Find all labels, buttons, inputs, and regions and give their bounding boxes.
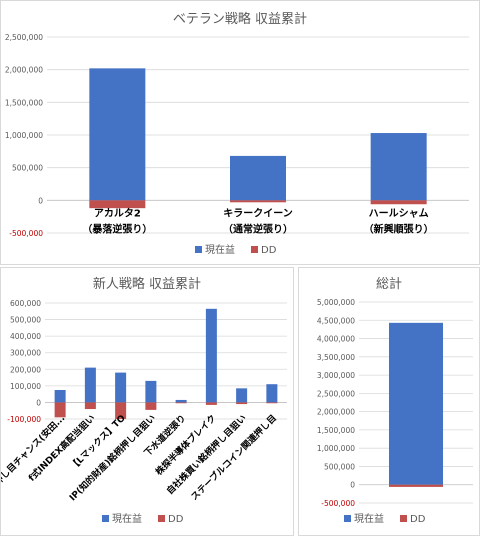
bar-dd	[266, 402, 278, 404]
y-tick-label: 0	[350, 481, 355, 490]
legend-swatch	[158, 515, 165, 522]
bar-dd	[145, 402, 157, 410]
y-tick-label: -100,000	[7, 415, 41, 424]
bar-profit	[115, 372, 127, 403]
y-tick-label: 500,000	[324, 462, 355, 471]
rookie-chart: 新人戦略 収益累計 600,000 500,000 400,000 300,000 200…	[1, 276, 287, 525]
category-label: （暴落逆張り）	[82, 222, 152, 235]
y-tick-label: 2,500,000	[5, 33, 43, 42]
bar-dd	[370, 200, 427, 205]
total-chart-panel: 総計 5,000,000 4,500,000 4,000,000 3,500,000 3,…	[298, 267, 480, 536]
bar-profit	[145, 380, 157, 403]
bar-dd	[175, 402, 187, 404]
legend-swatch	[344, 515, 351, 522]
legend-label: 現在益	[112, 512, 142, 525]
y-tick-label: 1,000,000	[317, 444, 355, 453]
legend-label: 現在益	[205, 243, 235, 256]
legend-swatch	[251, 246, 258, 253]
y-tick-label: 0	[36, 398, 41, 407]
y-tick-label: 3,500,000	[317, 353, 355, 362]
bar-dd	[84, 402, 96, 410]
y-tick-label: 500,000	[10, 316, 41, 325]
bar-dd	[205, 402, 217, 405]
bar-profit	[89, 68, 146, 201]
chart-title: 総計	[376, 276, 402, 292]
y-tick-label: 1,000,000	[5, 131, 43, 140]
y-tick-label: 100,000	[10, 382, 41, 391]
bar-dd	[236, 402, 248, 405]
y-tick-label: 0	[38, 196, 43, 205]
bar-profit	[236, 388, 248, 403]
legend-label: 現在益	[354, 512, 384, 525]
veteran-chart-panel: ベテラン戦略 収益累計 2,500,000 2,000,000 1,500,000 1,…	[0, 0, 480, 265]
chart-title: 新人戦略 収益累計	[93, 276, 201, 292]
bar-dd	[115, 402, 127, 419]
y-tick-label: 5,000,000	[317, 298, 355, 307]
y-tick-label: -500,000	[321, 499, 355, 508]
y-tick-label: 1,500,000	[5, 98, 43, 107]
y-tick-label: 3,000,000	[317, 371, 355, 380]
legend-label: DD	[410, 514, 426, 525]
category-label: キラークイーン	[223, 207, 293, 219]
legend-swatch	[102, 515, 109, 522]
legend-swatch	[400, 515, 407, 522]
y-tick-label: 4,500,000	[317, 316, 355, 325]
bar-profit	[175, 399, 187, 403]
y-tick-label: 200,000	[10, 365, 41, 374]
category-label: アカルタ2	[94, 207, 141, 219]
bar-dd	[54, 402, 66, 418]
rookie-chart-panel: 新人戦略 収益累計 600,000 500,000 400,000 300,000 200…	[0, 267, 294, 536]
total-chart: 総計 5,000,000 4,500,000 4,000,000 3,500,000 3,…	[317, 276, 473, 525]
bar-dd	[230, 200, 286, 203]
category-label: （新興順張り）	[364, 222, 434, 235]
bar-profit	[370, 133, 427, 201]
y-tick-label: 500,000	[12, 164, 43, 173]
bar-profit	[84, 367, 96, 403]
veteran-chart: ベテラン戦略 収益累計 2,500,000 2,000,000 1,500,000 1,…	[5, 11, 469, 256]
bar-dd	[89, 200, 146, 209]
category-label: （通常逆張り）	[223, 222, 293, 235]
bar-profit	[54, 390, 66, 403]
y-tick-label: 600,000	[10, 299, 41, 308]
category-label: ハールシャム	[369, 207, 429, 219]
legend-swatch	[195, 246, 202, 253]
bar-profit	[266, 384, 278, 403]
legend-label: DD	[261, 245, 277, 256]
category-label: 【Lマックス】TO	[68, 413, 128, 473]
y-tick-label: 2,000,000	[5, 66, 43, 75]
bar-dd	[389, 484, 443, 487]
y-tick-label: 400,000	[10, 332, 41, 341]
y-tick-label: 2,500,000	[317, 389, 355, 398]
legend-label: DD	[168, 514, 184, 525]
y-tick-label: 4,000,000	[317, 335, 355, 344]
y-tick-label: -500,000	[9, 229, 43, 238]
bar-profit	[389, 322, 443, 485]
bar-profit	[230, 155, 286, 201]
y-tick-label: 2,000,000	[317, 408, 355, 417]
chart-title: ベテラン戦略 収益累計	[173, 11, 307, 27]
y-tick-label: 300,000	[10, 349, 41, 358]
bar-profit	[205, 308, 217, 403]
y-tick-label: 1,500,000	[317, 426, 355, 435]
